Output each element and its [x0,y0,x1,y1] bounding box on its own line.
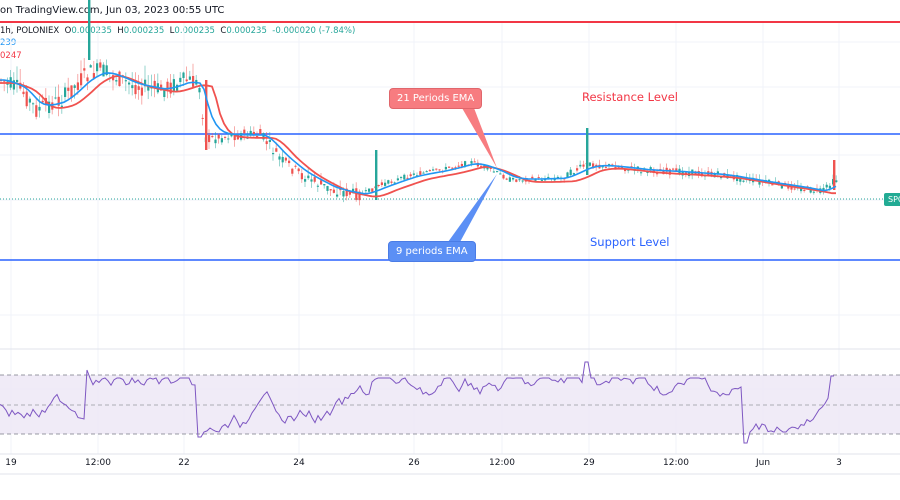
time-axis-label: 3 [836,458,842,468]
support-label[interactable]: Support Level [590,235,670,249]
rsi-band [0,375,900,434]
high-label: H [117,26,124,36]
time-axis-label: Jun [755,458,771,468]
close-label: C [220,26,227,36]
ema9-line [0,72,837,195]
high-value: 0.000235 [123,26,165,36]
ema21-callout[interactable]: 21 Periods EMA [389,88,483,109]
spot-price-tag: SPO [884,193,900,206]
ema21-line [0,75,836,198]
ema9-callout[interactable]: 9 periods EMA [388,241,476,262]
close-value: 0.000235 [226,26,267,36]
resistance-label[interactable]: Resistance Level [582,90,678,104]
time-axis-label: 12:00 [663,458,689,468]
ema9-callout-pointer [448,174,497,242]
rsi-line [0,361,834,444]
interval-exchange: 1h, POLONIEX [0,26,60,36]
chart-source-title: on TradingView.com, Jun 03, 2023 00:55 U… [0,5,225,16]
ema21-callout-pointer [462,108,497,168]
time-axis-label: 19 [5,458,17,468]
change-value: -0.000020 (-7.84%) [272,26,356,36]
symbol-legend: 1h, POLONIEX O0.000235 H0.000235 L0.0002… [0,26,355,36]
time-axis-label: 22 [178,458,190,468]
time-axis-label: 12:00 [489,458,515,468]
low-label: L [169,26,175,36]
open-label: O [64,26,72,36]
low-value: 0.000235 [174,26,215,36]
time-axis-label: 29 [583,458,595,468]
time-axis-label: 24 [293,458,305,468]
open-value: 0.000235 [71,26,112,36]
ema9-legend-value: 239 [0,38,17,48]
time-axis-label: 26 [408,458,420,468]
time-axis-label: 12:00 [85,458,111,468]
